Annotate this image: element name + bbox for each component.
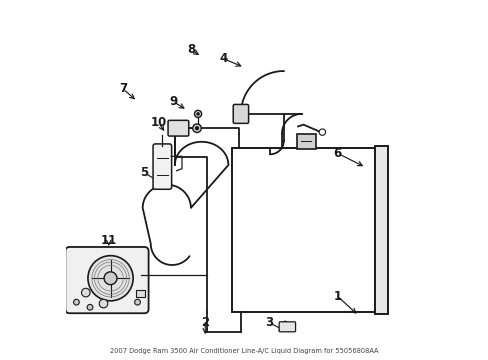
Text: 4: 4 bbox=[219, 52, 227, 65]
FancyBboxPatch shape bbox=[65, 247, 148, 313]
Text: 10: 10 bbox=[150, 116, 166, 129]
Circle shape bbox=[73, 299, 79, 305]
Bar bbox=[136, 290, 144, 297]
Bar bbox=[231, 148, 374, 312]
Text: 6: 6 bbox=[332, 147, 341, 160]
FancyBboxPatch shape bbox=[296, 134, 315, 149]
Circle shape bbox=[197, 113, 199, 115]
FancyBboxPatch shape bbox=[233, 104, 248, 123]
Text: 8: 8 bbox=[186, 43, 195, 56]
Circle shape bbox=[104, 272, 117, 285]
Circle shape bbox=[81, 288, 90, 297]
FancyBboxPatch shape bbox=[279, 322, 295, 332]
Circle shape bbox=[195, 127, 198, 130]
FancyBboxPatch shape bbox=[168, 120, 188, 136]
Bar bbox=[374, 146, 387, 314]
Circle shape bbox=[194, 111, 201, 117]
Text: 3: 3 bbox=[265, 316, 273, 329]
Text: 11: 11 bbox=[101, 234, 117, 247]
Text: 2: 2 bbox=[201, 316, 209, 329]
Text: 5: 5 bbox=[140, 166, 148, 179]
Text: 1: 1 bbox=[333, 289, 341, 303]
Text: 2007 Dodge Ram 3500 Air Conditioner Line-A/C Liquid Diagram for 55056808AA: 2007 Dodge Ram 3500 Air Conditioner Line… bbox=[110, 348, 378, 354]
Circle shape bbox=[134, 299, 140, 305]
Text: 7: 7 bbox=[119, 82, 127, 95]
Circle shape bbox=[319, 129, 325, 135]
FancyBboxPatch shape bbox=[153, 144, 171, 189]
Circle shape bbox=[88, 256, 133, 301]
Text: 9: 9 bbox=[168, 95, 177, 108]
Circle shape bbox=[99, 299, 107, 308]
Circle shape bbox=[192, 124, 201, 132]
Circle shape bbox=[87, 305, 93, 310]
